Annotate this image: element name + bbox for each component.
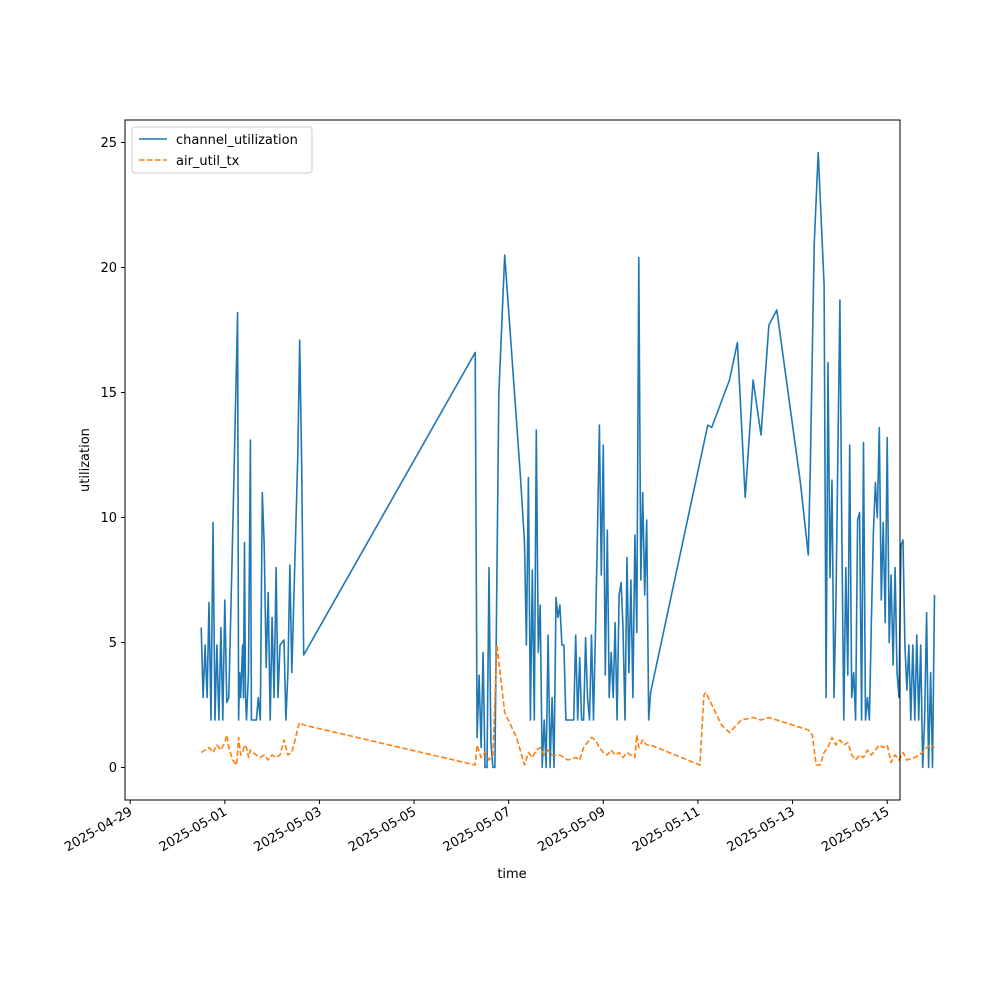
plot-frame xyxy=(124,119,901,801)
legend-label-air-util-tx: air_util_tx xyxy=(176,154,240,169)
legend: channel_utilization air_util_tx xyxy=(131,126,313,174)
y-tick-label: 5 xyxy=(109,636,117,651)
series-line-channel-utilization xyxy=(200,151,936,769)
x-axis-label: time xyxy=(497,867,526,882)
series-layer xyxy=(200,151,936,769)
y-tick-label: 25 xyxy=(100,136,117,151)
y-tick-label: 10 xyxy=(100,511,117,526)
series-line-air-util-tx xyxy=(200,644,935,766)
legend-label-channel-utilization: channel_utilization xyxy=(176,133,298,148)
y-tick-label: 20 xyxy=(100,261,117,276)
y-tick-label: 15 xyxy=(100,386,117,401)
legend-box xyxy=(131,126,313,174)
y-axis-label: utilization xyxy=(78,428,93,492)
y-tick-label: 0 xyxy=(109,761,117,776)
